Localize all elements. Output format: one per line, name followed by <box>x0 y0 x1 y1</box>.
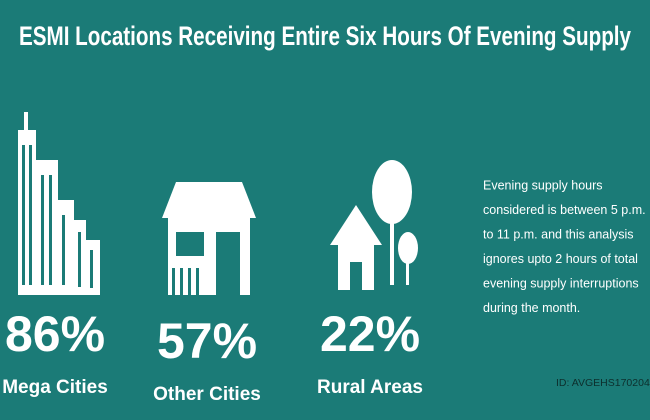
id-label: ID: AVGEHS170204 <box>556 377 650 389</box>
note-line: considered is between 5 p.m. <box>483 203 646 217</box>
stat-label: Other Cities <box>153 384 261 405</box>
stat-value: 22% <box>320 306 420 362</box>
stat-value: 86% <box>5 306 105 362</box>
door <box>350 262 362 290</box>
note-line: ignores upto 2 hours of total <box>483 252 638 266</box>
stat-label: Mega Cities <box>2 377 108 398</box>
stat-label: Rural Areas <box>317 377 423 398</box>
note-line: Evening supply hours <box>483 178 603 192</box>
building-windows <box>22 145 93 288</box>
stat-value: 57% <box>157 313 257 369</box>
house-details <box>172 232 240 295</box>
title: ESMI Locations Receiving Entire Six Hour… <box>19 21 631 51</box>
note-line: during the month. <box>483 301 580 315</box>
note-line: evening supply interruptions <box>483 276 639 290</box>
note-line: to 11 p.m. and this analysis <box>483 227 634 241</box>
